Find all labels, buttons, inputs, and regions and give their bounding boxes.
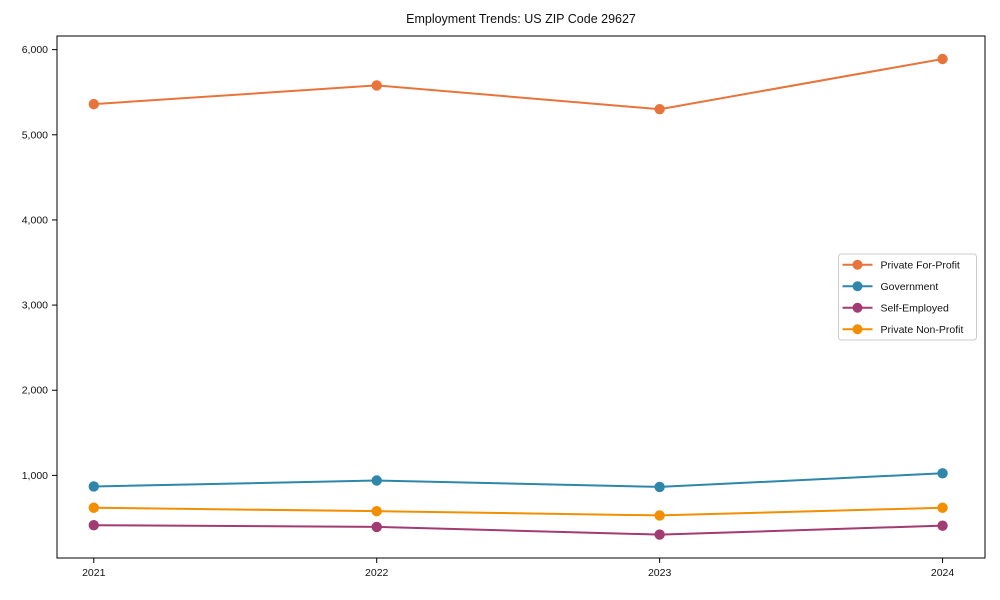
legend-box: [838, 253, 977, 341]
y-tick-label: 3,000: [22, 300, 48, 312]
y-tick-label: 1,000: [22, 470, 48, 482]
series-line-self-employed: [92, 524, 944, 536]
data-point-marker: [937, 468, 948, 479]
legend-marker: [852, 281, 863, 292]
data-point-marker: [654, 529, 665, 540]
data-point-marker: [654, 510, 665, 521]
data-point-marker: [371, 521, 382, 533]
data-point-marker: [371, 80, 382, 91]
data-point-marker: [937, 53, 948, 65]
data-point-marker: [88, 481, 99, 492]
legend-marker: [852, 302, 863, 313]
data-point-marker: [937, 502, 948, 513]
series-line-private-non-profit: [92, 506, 944, 517]
x-tick-label: 2023: [648, 567, 672, 579]
legend-label: Private Non-Profit: [881, 324, 964, 336]
legend-marker: [852, 259, 863, 270]
y-tick-label: 4,000: [22, 214, 48, 226]
x-tick-label: 2022: [365, 567, 389, 579]
chart-title: Employment Trends: US ZIP Code 29627: [406, 12, 636, 26]
x-tick-label: 2024: [931, 567, 955, 579]
series-line-government: [92, 472, 944, 488]
x-tick-label: 2021: [82, 567, 106, 579]
plot-area: 1,000 2,000 3,000 4,000 5,000 6,000 2021 2022 20…: [22, 35, 986, 579]
data-point-marker: [654, 481, 665, 493]
series-line-private-for-profit: [92, 57, 944, 111]
legend-label: Self-Employed: [881, 302, 949, 314]
plot-border: [56, 35, 986, 559]
data-point-marker: [937, 520, 948, 531]
data-point-marker: [654, 104, 665, 115]
legend-marker: [852, 324, 863, 335]
y-tick-label: 2,000: [22, 385, 48, 397]
legend-label: Private For-Profit: [881, 259, 960, 271]
data-point-marker: [88, 520, 99, 531]
data-point-marker: [88, 98, 99, 110]
data-point-marker: [88, 502, 99, 513]
data-point-marker: [371, 505, 382, 517]
y-tick-label: 5,000: [22, 129, 48, 141]
legend-label: Government: [881, 281, 939, 293]
data-point-marker: [371, 475, 382, 486]
y-tick-label: 6,000: [22, 44, 48, 56]
